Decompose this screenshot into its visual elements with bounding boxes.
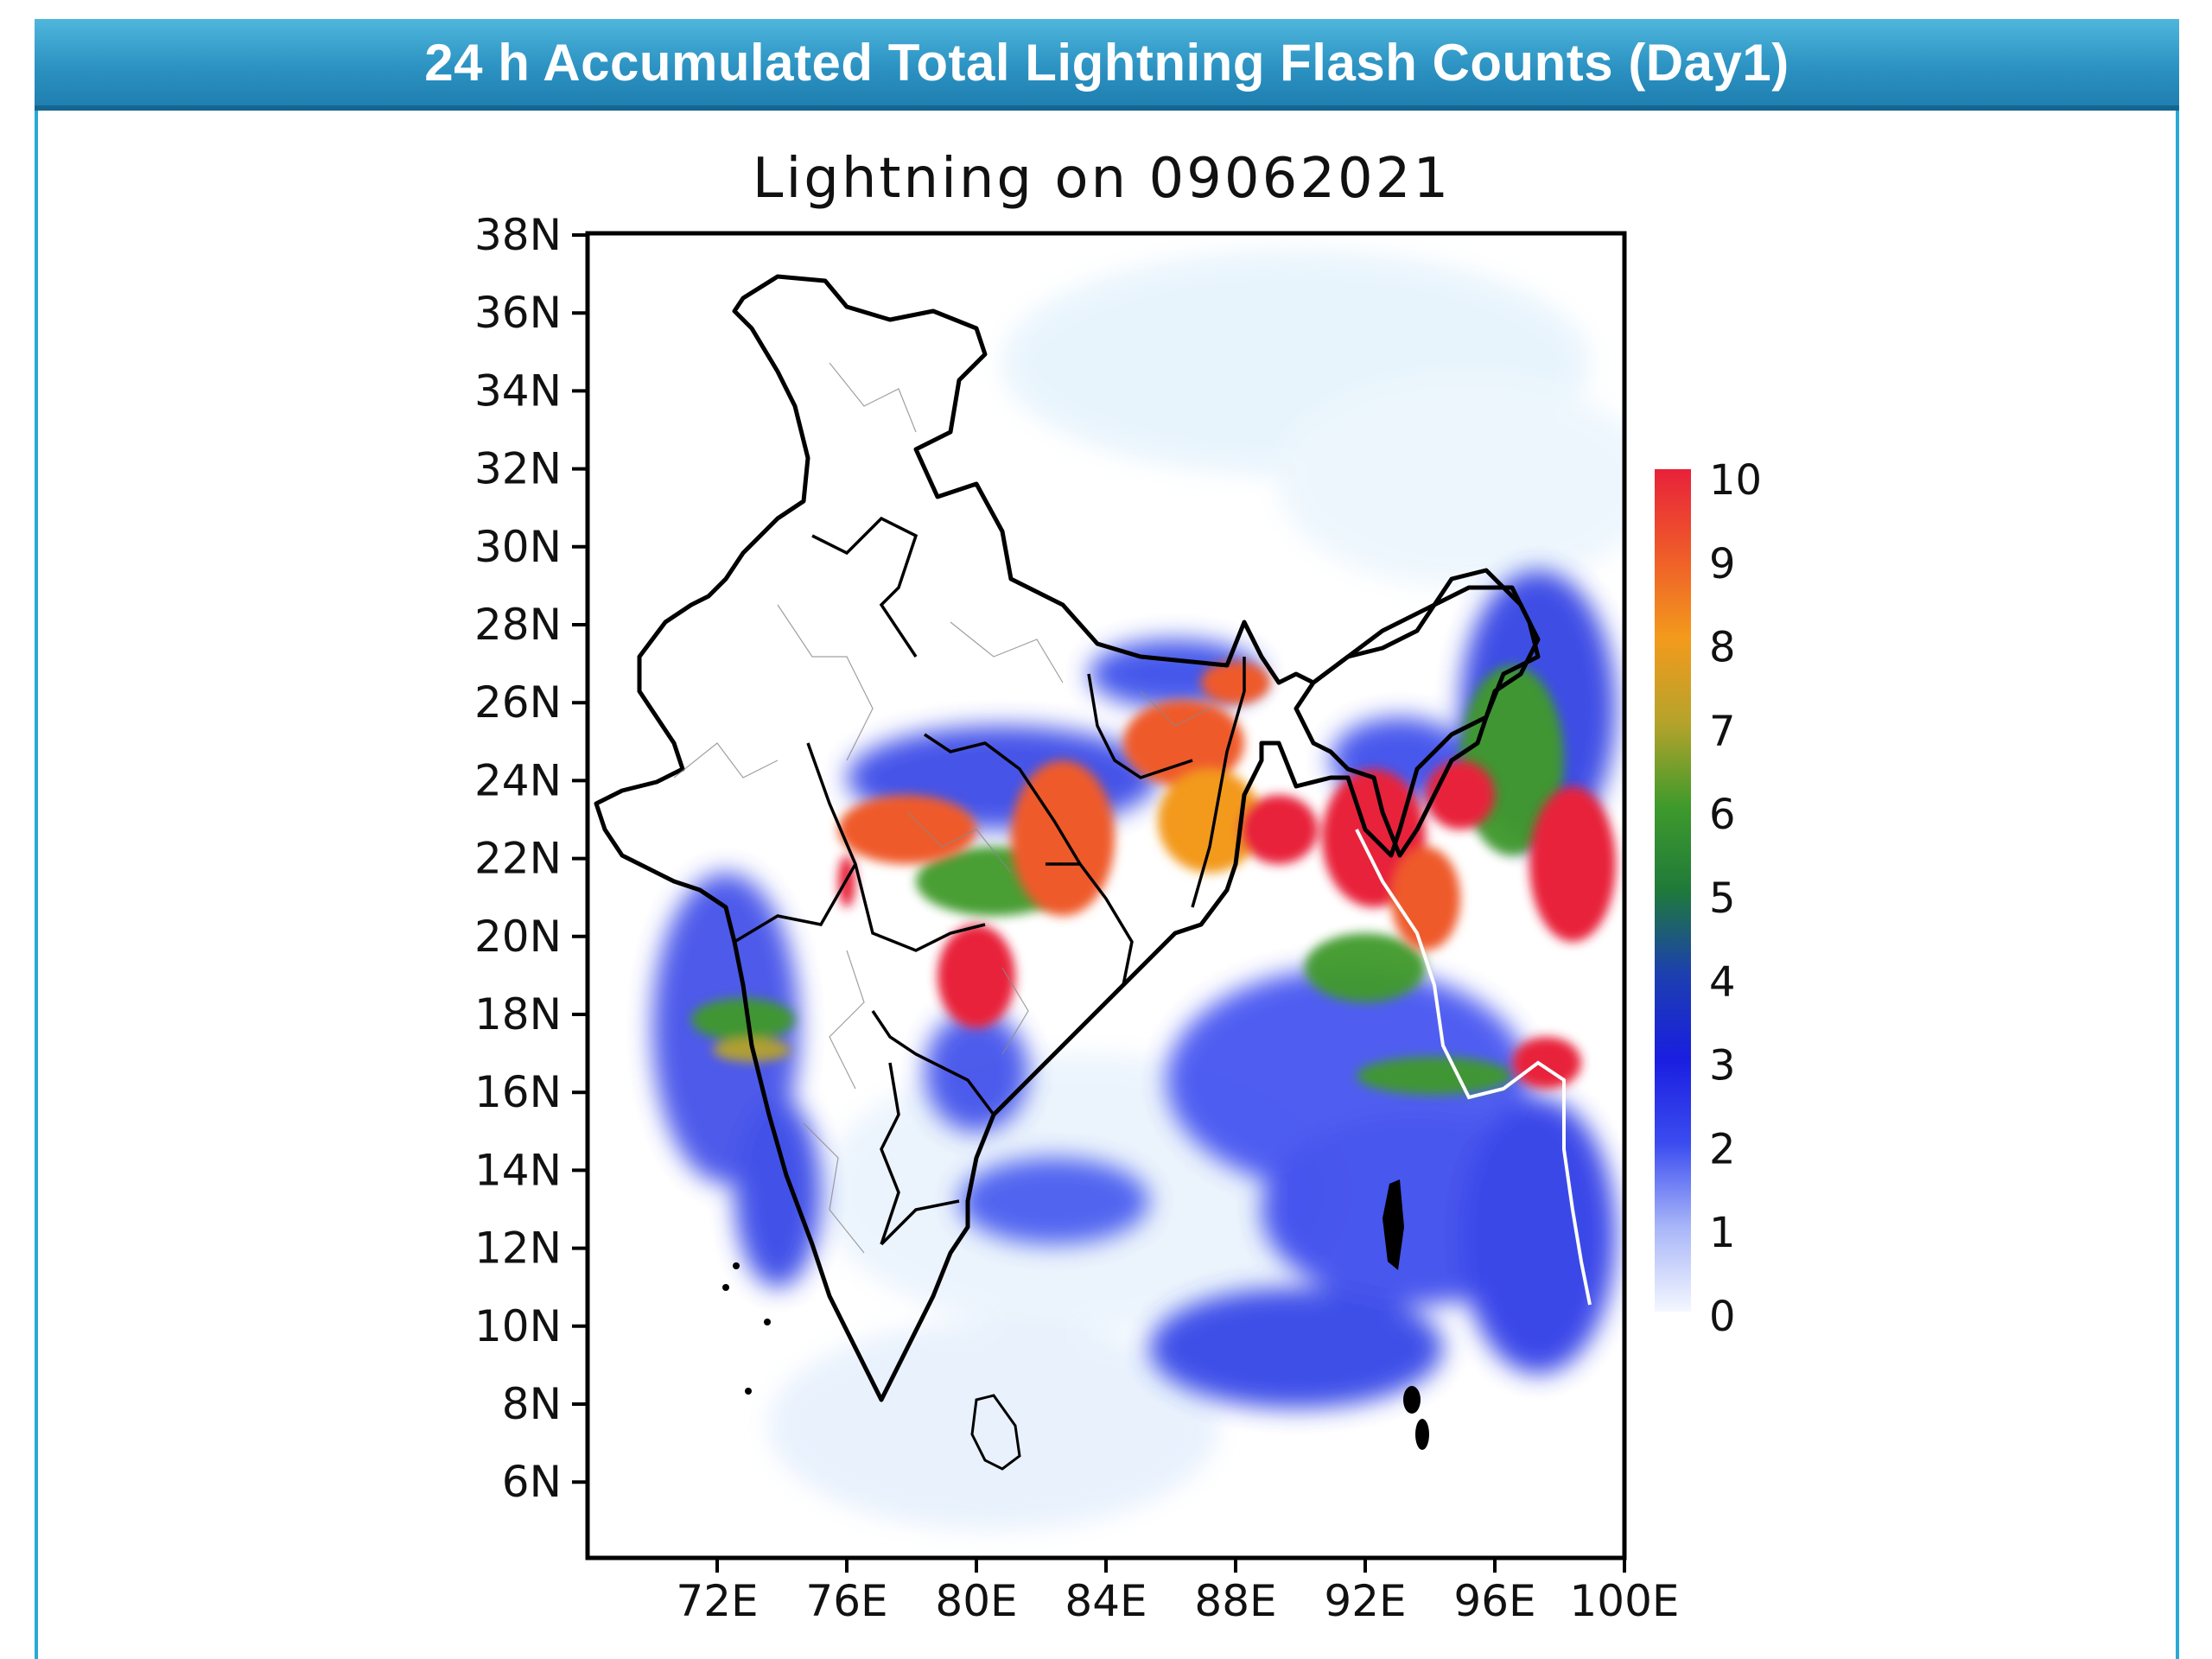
lat-tick-label: 22N: [474, 834, 562, 884]
lat-tick-label: 18N: [474, 989, 562, 1039]
lon-tick-label: 76E: [805, 1576, 887, 1626]
lat-tick-label: 14N: [474, 1145, 562, 1195]
lat-tick-label: 32N: [474, 444, 562, 494]
lon-tick-label: 88E: [1194, 1576, 1276, 1626]
colorbar-label: 7: [1709, 707, 1736, 755]
lat-tick-label: 34N: [474, 365, 562, 416]
latitude-axis: 38N 36N 34N 32N 30N 28N 26N 24N 22N 20N 18N 16N 14N 1…: [474, 210, 588, 1507]
slide-title: 24 h Accumulated Total Lightning Flash C…: [424, 33, 1789, 92]
colorbar-label: 6: [1709, 791, 1736, 839]
lat-tick-label: 12N: [474, 1224, 562, 1274]
lon-tick-label: 100E: [1569, 1576, 1679, 1626]
lat-tick-label: 16N: [474, 1067, 562, 1117]
lon-tick-label: 96E: [1453, 1576, 1535, 1626]
map-title: Lightning on 09062021: [753, 147, 1451, 211]
lat-tick-label: 20N: [474, 912, 562, 962]
colorbar-label: 0: [1709, 1293, 1736, 1341]
title-banner: 24 h Accumulated Total Lightning Flash C…: [35, 19, 2179, 111]
colorbar-label: 2: [1709, 1125, 1736, 1173]
lat-tick-label: 10N: [474, 1301, 562, 1351]
lon-tick-label: 84E: [1065, 1576, 1147, 1626]
longitude-axis: 72E 76E 80E 84E 88E 92E 96E 100E: [676, 1558, 1680, 1626]
lat-tick-label: 38N: [474, 210, 562, 260]
colorbar-label: 10: [1709, 456, 1762, 505]
colorbar-label: 3: [1709, 1042, 1736, 1090]
lat-tick-label: 26N: [474, 677, 562, 728]
colorbar-label: 5: [1709, 874, 1736, 923]
lon-tick-label: 92E: [1324, 1576, 1406, 1626]
colorbar-label: 1: [1709, 1209, 1736, 1257]
lat-tick-label: 30N: [474, 522, 562, 572]
lat-tick-label: 8N: [502, 1379, 562, 1429]
colorbar: [1655, 469, 1691, 1312]
country-boundaries: [594, 274, 1592, 1471]
lat-tick-label: 6N: [502, 1457, 562, 1507]
lon-tick-label: 80E: [935, 1576, 1017, 1626]
colorbar-label: 4: [1709, 958, 1736, 1007]
lat-tick-label: 24N: [474, 755, 562, 805]
lat-tick-label: 36N: [474, 288, 562, 338]
colorbar-label: 9: [1709, 540, 1736, 588]
lon-tick-label: 72E: [676, 1576, 758, 1626]
lat-tick-label: 28N: [474, 600, 562, 650]
colorbar-label: 8: [1709, 624, 1736, 672]
